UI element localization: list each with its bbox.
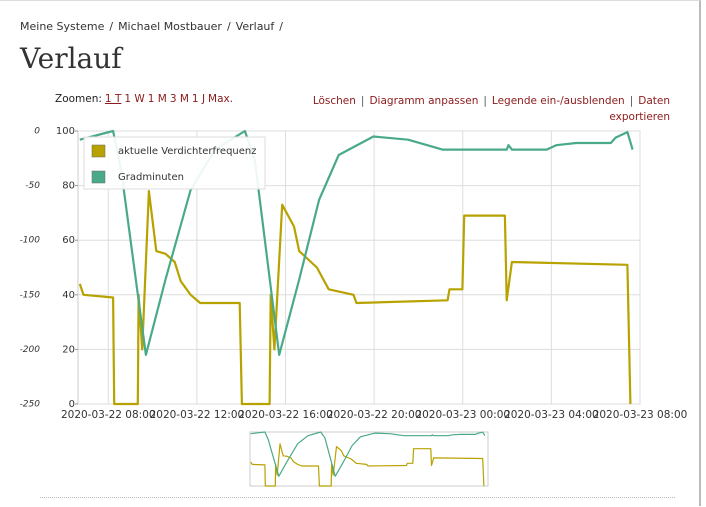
zoom-option[interactable]: 1 M <box>147 93 167 105</box>
breadcrumb-separator: / <box>226 20 231 33</box>
legend-label: Gradminuten <box>118 172 184 183</box>
x-tick-label: 2020-03-23 00:00 <box>415 409 510 421</box>
actions: Löschen | Diagramm anpassen | Legende ein-/a… <box>310 93 670 125</box>
y-tick-label: -250 <box>20 400 41 410</box>
x-tick-label: 2020-03-22 08:00 <box>61 409 156 421</box>
breadcrumb: Meine Systeme / Michael Mostbauer / Verlauf / <box>20 20 288 33</box>
breadcrumb-link[interactable]: Meine Systeme <box>20 20 105 33</box>
breadcrumb-link[interactable]: Verlauf <box>235 20 275 33</box>
y-tick-label: 0 <box>34 127 40 137</box>
series-line <box>79 129 634 356</box>
y-tick-label: -50 <box>25 181 40 191</box>
zoom-option[interactable]: Max. <box>208 93 234 105</box>
y2-tick-label: 80 <box>62 181 75 192</box>
action-separator: | <box>629 95 634 107</box>
action-link[interactable]: Daten exportieren <box>609 95 670 123</box>
x-tick-label: 2020-03-23 08:00 <box>593 409 688 421</box>
action-separator: | <box>360 95 365 107</box>
action-link[interactable]: Löschen <box>312 95 356 107</box>
zoom-label: Zoomen: <box>55 93 102 105</box>
action-link[interactable]: Legende ein-/ausblenden <box>491 95 625 107</box>
breadcrumb-separator: / <box>109 20 114 33</box>
zoom-option[interactable]: 3 M <box>169 93 189 105</box>
y-tick-label: -150 <box>20 290 41 300</box>
divider <box>40 497 675 498</box>
legend-swatch <box>91 144 106 158</box>
legend-box <box>83 136 266 190</box>
y2-tick-label: 40 <box>62 290 75 301</box>
navigator <box>249 431 489 487</box>
breadcrumb-separator: / <box>279 20 283 33</box>
zoom-option[interactable]: 1 J <box>191 93 206 105</box>
heading: Verlauf <box>20 42 122 75</box>
zoom-option[interactable]: 1 W <box>124 93 145 105</box>
action-link[interactable]: Diagramm anpassen <box>369 95 479 107</box>
breadcrumb-link[interactable]: Michael Mostbauer <box>118 20 222 33</box>
y2-tick-label: 100 <box>56 126 75 137</box>
action-separator: | <box>483 95 487 107</box>
x-tick-label: 2020-03-22 20:00 <box>327 409 422 421</box>
y2-tick-label: 20 <box>62 344 75 355</box>
x-tick-label: 2020-03-22 16:00 <box>238 409 333 421</box>
zoom-option[interactable]: 1 T <box>104 93 122 105</box>
x-tick-label: 2020-03-22 12:00 <box>150 409 245 421</box>
legend-swatch <box>91 170 106 184</box>
y2-tick-label: 60 <box>62 235 75 246</box>
navigator-box <box>249 431 489 487</box>
y-tick-label: -100 <box>20 236 41 246</box>
x-tick-label: 2020-03-23 04:00 <box>504 409 599 421</box>
legend-label: aktuelle Verdichterfrequenz <box>118 146 257 157</box>
y2-tick-label: 0 <box>69 399 75 410</box>
y-tick-label: -200 <box>20 345 41 355</box>
series-line <box>250 431 486 477</box>
